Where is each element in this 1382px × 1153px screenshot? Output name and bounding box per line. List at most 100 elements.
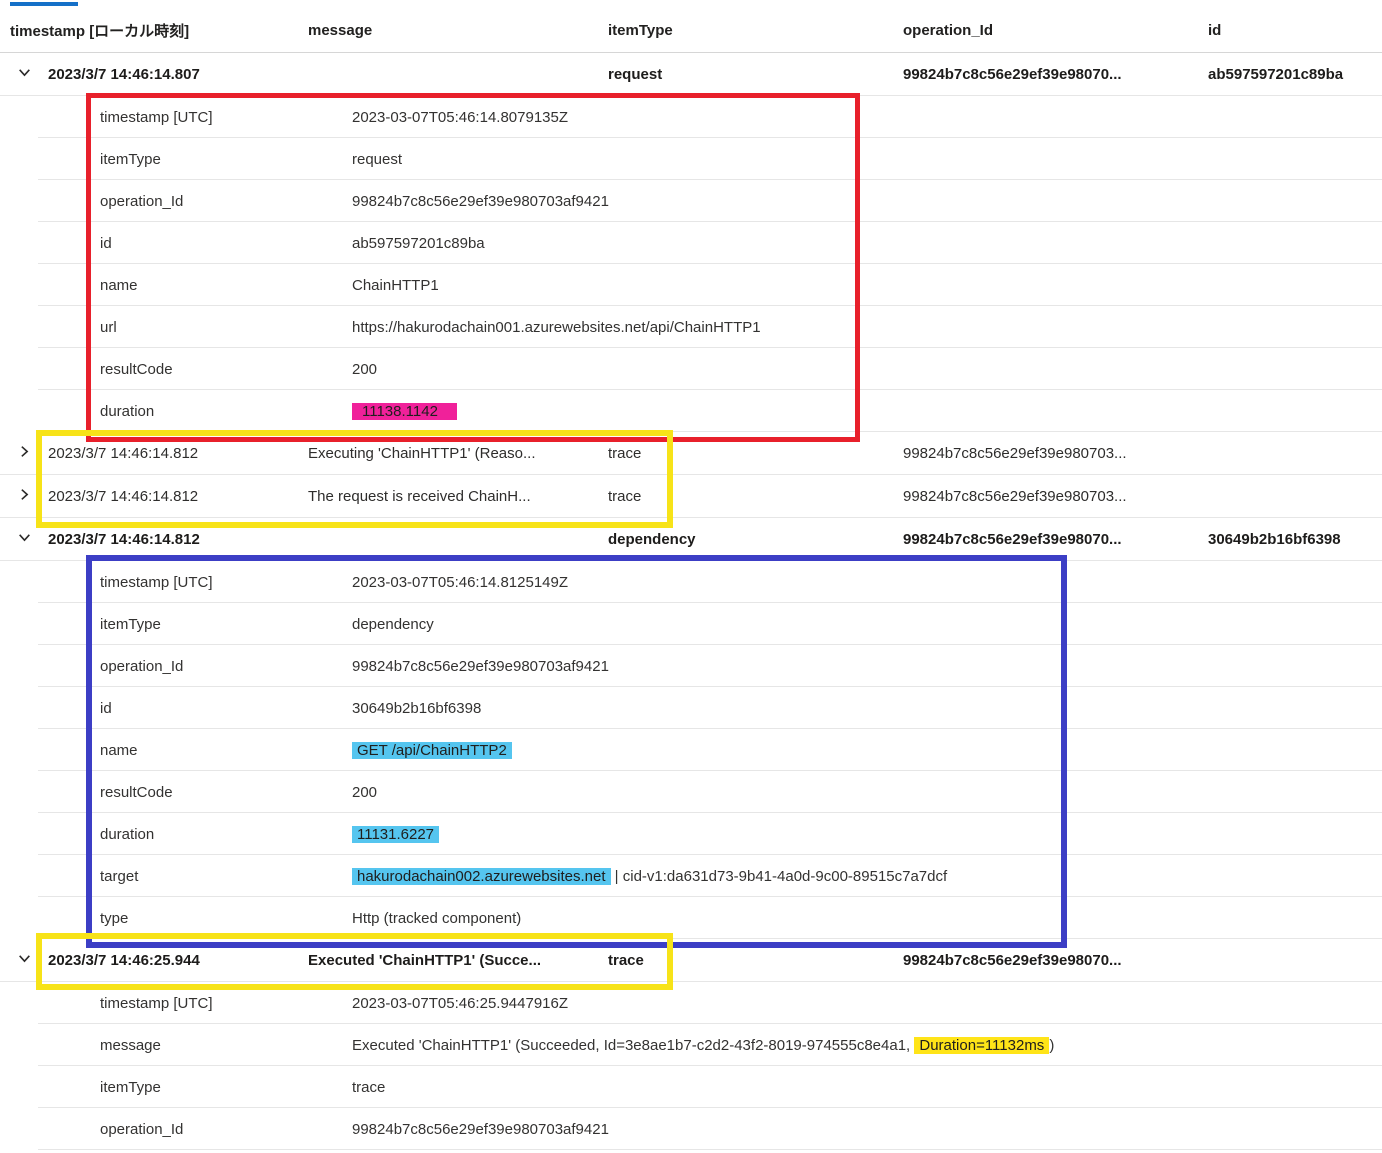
detail-key: resultCode [100,783,173,801]
highlighted-text: 11131.6227 [352,825,440,843]
detail-row[interactable]: url https://hakurodachain001.azurewebsite… [0,306,1382,348]
active-tab-indicator [10,2,78,6]
detail-value: Http (tracked component) [352,910,1382,927]
detail-key: duration [100,402,155,420]
cell-operation_Id: 99824b7c8c56e29ef39e980703... [903,487,1127,505]
cell-itemType: trace [608,444,642,462]
result-row[interactable]: 2023/3/7 14:46:14.812 dependency 99824b7c8… [0,518,1382,561]
results-rows: 2023/3/7 14:46:14.807 request 99824b7c8c56… [0,53,1382,1150]
detail-row[interactable]: name GET /api/ChainHTTP2 [0,729,1382,771]
detail-row[interactable]: timestamp [UTC] 2023-03-07T05:46:25.94479… [0,982,1382,1024]
detail-value: 11138.1142 [352,402,1382,420]
highlighted-text: hakurodachain002.azurewebsites.net [352,867,611,885]
detail-value: 99824b7c8c56e29ef39e980703af9421 [352,193,1382,210]
chevron-right-icon[interactable] [17,444,32,463]
detail-value: 2023-03-07T05:46:25.9447916Z [352,995,1382,1012]
cell-message: Executing 'ChainHTTP1' (Reaso... [308,444,536,462]
detail-row[interactable]: duration 11138.1142 [0,390,1382,432]
detail-row[interactable]: itemType dependency [0,603,1382,645]
detail-row[interactable]: name ChainHTTP1 [0,264,1382,306]
cell-operation_Id: 99824b7c8c56e29ef39e98070... [903,951,1122,969]
detail-key: itemType [100,1078,161,1096]
cell-message: The request is received ChainH... [308,487,531,505]
detail-key: timestamp [UTC] [100,994,213,1012]
value-text: 99824b7c8c56e29ef39e980703af9421 [352,1120,609,1138]
value-text: ChainHTTP1 [352,276,439,294]
column-header-itemType[interactable]: itemType [590,22,885,39]
detail-value: 99824b7c8c56e29ef39e980703af9421 [352,1121,1382,1138]
result-row[interactable]: 2023/3/7 14:46:25.944 Executed 'ChainHTTP… [0,939,1382,982]
result-row[interactable]: 2023/3/7 14:46:14.812 The request is rece… [0,475,1382,518]
detail-row[interactable]: target hakurodachain002.azurewebsites.net… [0,855,1382,897]
value-text: 2023-03-07T05:46:25.9447916Z [352,994,569,1012]
column-header-operation_Id[interactable]: operation_Id [885,22,1190,39]
value-text: Executed 'ChainHTTP1' (Succeeded, Id=3e8… [352,1036,915,1054]
detail-row[interactable]: operation_Id 99824b7c8c56e29ef39e980703af… [0,180,1382,222]
detail-row[interactable]: itemType request [0,138,1382,180]
value-text: dependency [352,615,434,633]
chevron-down-icon[interactable] [17,65,32,84]
log-results-table: timestamp [ローカル時刻] message itemType operati… [0,8,1382,1150]
cell-itemType: request [608,65,663,83]
results-header-row: timestamp [ローカル時刻] message itemType operati… [0,8,1382,53]
value-text: 99824b7c8c56e29ef39e980703af9421 [352,657,609,675]
value-text: ) [1049,1036,1055,1054]
detail-key: operation_Id [100,1120,184,1138]
detail-row[interactable]: duration 11131.6227 [0,813,1382,855]
column-header-id[interactable]: id [1190,22,1382,39]
detail-key: type [100,909,129,927]
column-header-timestamp[interactable]: timestamp [ローカル時刻] [10,22,190,40]
chevron-down-icon[interactable] [17,951,32,970]
cell-itemType: dependency [608,530,696,548]
detail-key: name [100,276,138,294]
column-header-message[interactable]: message [290,22,590,39]
detail-key: name [100,741,138,759]
detail-key: itemType [100,150,161,168]
cell-message: Executed 'ChainHTTP1' (Succe... [308,951,542,969]
chevron-down-icon[interactable] [17,530,32,549]
highlighted-text: GET /api/ChainHTTP2 [352,741,512,759]
detail-row[interactable]: operation_Id 99824b7c8c56e29ef39e980703af… [0,645,1382,687]
detail-row[interactable]: type Http (tracked component) [0,897,1382,939]
cell-operation_Id: 99824b7c8c56e29ef39e980703... [903,444,1127,462]
detail-key: url [100,318,117,336]
value-text: 99824b7c8c56e29ef39e980703af9421 [352,192,609,210]
detail-row[interactable]: timestamp [UTC] 2023-03-07T05:46:14.80791… [0,96,1382,138]
detail-value: ChainHTTP1 [352,277,1382,294]
cell-operation_Id: 99824b7c8c56e29ef39e98070... [903,65,1122,83]
detail-key: itemType [100,615,161,633]
detail-row[interactable]: itemType trace [0,1066,1382,1108]
detail-value: GET /api/ChainHTTP2 [352,741,1382,759]
detail-row[interactable]: timestamp [UTC] 2023-03-07T05:46:14.81251… [0,561,1382,603]
detail-row[interactable]: id 30649b2b16bf6398 [0,687,1382,729]
value-text: ab597597201c89ba [352,234,485,252]
detail-key: message [100,1036,161,1054]
detail-row[interactable]: resultCode 200 [0,771,1382,813]
result-row[interactable]: 2023/3/7 14:46:14.812 Executing 'ChainHTT… [0,432,1382,475]
detail-key: id [100,699,112,717]
detail-value: 2023-03-07T05:46:14.8079135Z [352,109,1382,126]
chevron-right-icon[interactable] [17,487,32,506]
value-text: 200 [352,783,378,801]
value-text: | cid-v1:da631d73-9b41-4a0d-9c00-89515c7… [610,867,948,885]
detail-key: duration [100,825,155,843]
detail-row[interactable]: message Executed 'ChainHTTP1' (Succeeded,… [0,1024,1382,1066]
detail-key: operation_Id [100,192,184,210]
result-row[interactable]: 2023/3/7 14:46:14.807 request 99824b7c8c56… [0,53,1382,96]
detail-value: Executed 'ChainHTTP1' (Succeeded, Id=3e8… [352,1036,1382,1054]
cell-timestamp: 2023/3/7 14:46:14.812 [48,444,199,462]
cell-timestamp: 2023/3/7 14:46:14.807 [48,65,200,83]
detail-value: 200 [352,784,1382,801]
detail-row[interactable]: id ab597597201c89ba [0,222,1382,264]
detail-value: 30649b2b16bf6398 [352,700,1382,717]
value-text: 200 [352,360,378,378]
value-text: request [352,150,403,168]
cell-itemType: trace [608,487,642,505]
detail-row[interactable]: resultCode 200 [0,348,1382,390]
detail-key: target [100,867,139,885]
detail-row[interactable]: operation_Id 99824b7c8c56e29ef39e980703af… [0,1108,1382,1150]
detail-key: resultCode [100,360,173,378]
value-text: https://hakurodachain001.azurewebsites.n… [352,318,761,336]
detail-value: 200 [352,361,1382,378]
cell-itemType: trace [608,951,644,969]
